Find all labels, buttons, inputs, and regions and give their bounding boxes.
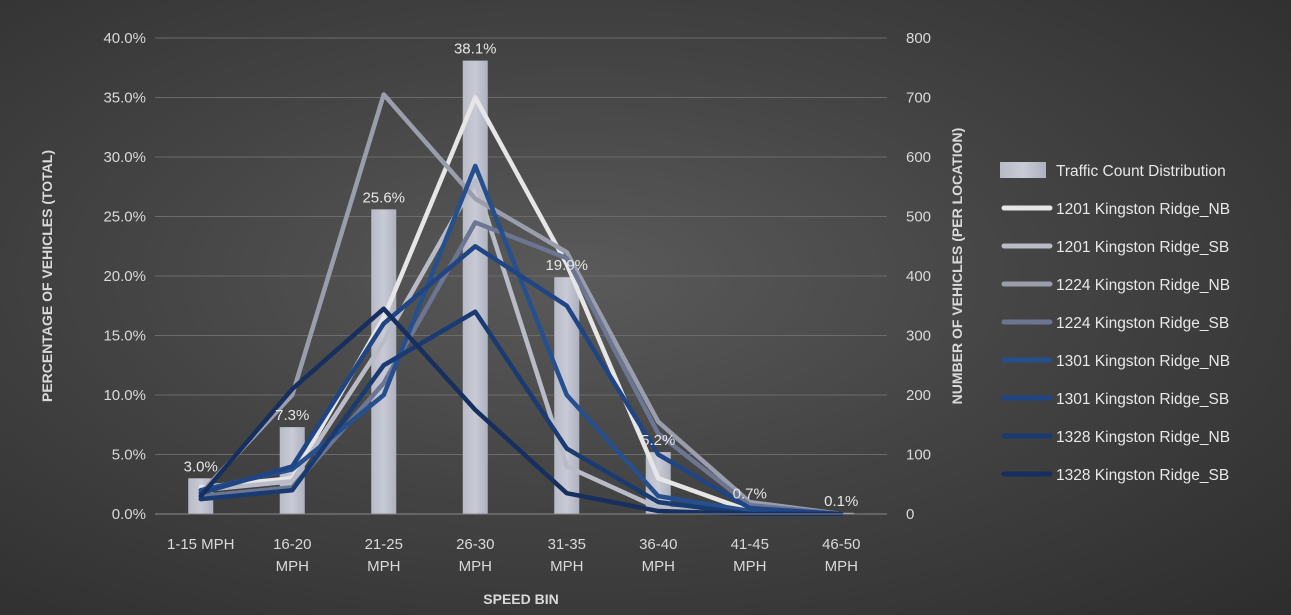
bar-data-label: 0.1% (824, 493, 858, 510)
legend-label: 1224 Kingston Ridge_NB (1056, 277, 1230, 294)
y2-tick-label: 200 (906, 387, 931, 404)
x-tick-label: MPH (459, 558, 492, 575)
y2-tick-label: 600 (906, 149, 931, 166)
axes: 0.0% 5.0% 10.0% 15.0% 20.0% 25.0% 30.0% 35.0% 40… (103, 30, 931, 575)
series-line (198, 95, 844, 517)
x-axis-title: SPEED BIN (483, 591, 558, 607)
bar-data-label: 38.1% (454, 41, 497, 58)
bar-data-label: 19.9% (545, 257, 588, 274)
x-tick-label: MPH (276, 558, 309, 575)
y-tick-label: 25.0% (103, 209, 146, 226)
y2-tick-label: 100 (906, 447, 931, 464)
y2-tick-label: 800 (906, 30, 931, 47)
y-tick-label: 20.0% (103, 268, 146, 285)
y-tick-label: 10.0% (103, 387, 146, 404)
x-tick-label: 26-30 (456, 536, 494, 553)
x-tick-label: 1-15 MPH (167, 536, 235, 553)
y2-tick-label: 300 (906, 328, 931, 345)
legend-label: 1328 Kingston Ridge_NB (1056, 429, 1230, 446)
y-axis-title: PERCENTAGE OF VEHICLES (TOTAL) (39, 150, 55, 402)
series-line (198, 163, 844, 517)
data-labels: 3.0% 7.3% 25.6% 38.1% 19.9% 5.2% 0.7% 0.1% (184, 41, 859, 510)
x-tick-label: 16-20 (273, 536, 311, 553)
legend: Traffic Count Distribution 1201 Kingston … (1000, 162, 1230, 484)
y-tick-label: 15.0% (103, 328, 146, 345)
series-line (198, 92, 844, 517)
x-tick-label: MPH (825, 558, 858, 575)
x-tick-label: 31-35 (548, 536, 586, 553)
legend-label: 1301 Kingston Ridge_SB (1056, 391, 1229, 408)
y-tick-label: 30.0% (103, 149, 146, 166)
legend-swatch-bar (1000, 162, 1046, 178)
x-tick-label: MPH (642, 558, 675, 575)
x-tick-label: 41-45 (731, 536, 769, 553)
x-tick-label: MPH (367, 558, 400, 575)
y2-tick-label: 700 (906, 90, 931, 107)
legend-label: Traffic Count Distribution (1056, 163, 1226, 180)
y-tick-label: 40.0% (103, 30, 146, 47)
x-tick-label: 46-50 (822, 536, 860, 553)
y2-tick-label: 400 (906, 268, 931, 285)
bar-data-label: 25.6% (362, 189, 405, 206)
bar-data-label: 7.3% (275, 407, 309, 424)
legend-label: 1224 Kingston Ridge_SB (1056, 315, 1229, 332)
y2-axis-title: NUMBER OF VEHICLES (PER LOCATION) (949, 128, 965, 405)
y-tick-label: 5.0% (112, 447, 146, 464)
bar (462, 60, 488, 515)
legend-label: 1201 Kingston Ridge_NB (1056, 201, 1230, 218)
x-tick-label: 21-25 (365, 536, 403, 553)
y-tick-label: 0.0% (112, 506, 146, 523)
legend-label: 1301 Kingston Ridge_NB (1056, 353, 1230, 370)
x-tick-label: MPH (733, 558, 766, 575)
bar-data-label: 5.2% (641, 432, 675, 449)
bar-data-label: 3.0% (184, 458, 218, 475)
y-tick-label: 35.0% (103, 90, 146, 107)
bar-data-label: 0.7% (733, 486, 767, 503)
x-tick-label: MPH (550, 558, 583, 575)
y2-tick-label: 500 (906, 209, 931, 226)
x-tick-label: 36-40 (639, 536, 677, 553)
series-line (198, 244, 844, 517)
legend-label: 1201 Kingston Ridge_SB (1056, 239, 1229, 256)
bar-series (188, 60, 854, 515)
legend-label: 1328 Kingston Ridge_SB (1056, 467, 1229, 484)
y2-tick-label: 0 (906, 506, 914, 523)
